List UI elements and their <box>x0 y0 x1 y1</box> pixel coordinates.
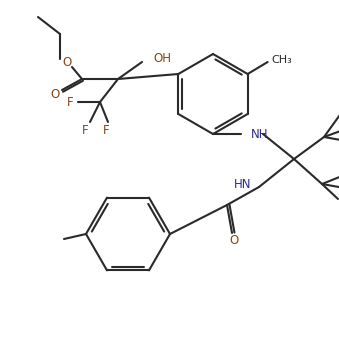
Text: HN: HN <box>234 179 251 192</box>
Text: F: F <box>82 123 88 136</box>
Text: OH: OH <box>153 52 171 65</box>
Text: NH: NH <box>251 128 268 141</box>
Text: O: O <box>230 235 239 248</box>
Text: O: O <box>62 56 72 69</box>
Text: O: O <box>51 88 60 101</box>
Text: CH₃: CH₃ <box>272 55 293 65</box>
Text: F: F <box>67 95 73 108</box>
Text: F: F <box>103 124 109 137</box>
